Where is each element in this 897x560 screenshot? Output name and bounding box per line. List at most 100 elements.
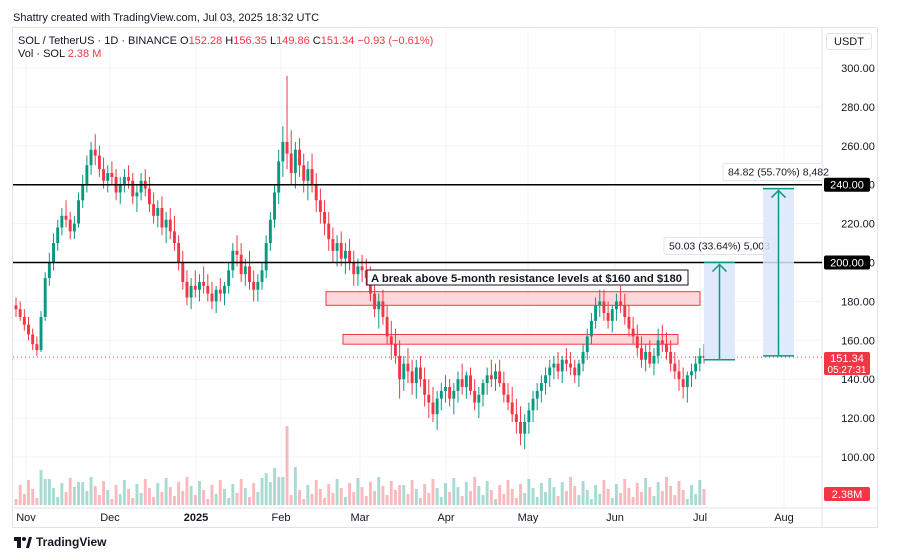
volume-bar <box>477 486 481 505</box>
candle-body <box>631 328 635 337</box>
volume-bar <box>577 495 581 505</box>
candle-body <box>147 188 151 205</box>
candle-body <box>427 394 431 403</box>
volume-bar <box>539 483 543 505</box>
candle-body <box>431 402 435 415</box>
volume-bar <box>56 497 60 505</box>
volume-bar <box>690 485 693 505</box>
candle-body <box>652 355 656 364</box>
candle-body <box>35 344 39 351</box>
candle-body <box>673 363 677 372</box>
volume-bar <box>281 477 285 505</box>
symbol-label[interactable]: SOL / TetherUS · 1D · BINANCE <box>18 35 177 47</box>
volume-bar <box>348 483 352 505</box>
candle-body <box>110 173 114 177</box>
volume-bar <box>193 495 197 505</box>
volume-bar <box>381 486 385 505</box>
volume-bar <box>27 480 30 505</box>
volume-bar <box>339 488 343 505</box>
currency-unit-button[interactable]: USDT <box>826 33 872 50</box>
volume-badge-text: 2.38M <box>832 489 863 501</box>
candle-body <box>323 211 327 224</box>
volume-bar <box>356 478 360 505</box>
volume-badge <box>824 487 870 501</box>
candle-body <box>573 367 577 376</box>
tradingview-logo[interactable]: TradingView <box>14 535 106 549</box>
candle-body <box>690 371 693 376</box>
candle-body <box>585 336 589 352</box>
candle-body <box>452 390 456 399</box>
volume-bar <box>527 479 531 505</box>
candle-body <box>273 192 276 220</box>
volume-bar <box>548 478 552 505</box>
volume-bar <box>327 484 331 505</box>
candle-body <box>348 250 352 263</box>
candle-body <box>444 386 447 391</box>
candle-body <box>698 355 702 364</box>
candle-body <box>47 262 51 279</box>
candle-body <box>97 155 101 170</box>
candle-body <box>260 270 264 282</box>
candle-body <box>402 363 406 380</box>
candle-body <box>185 281 189 298</box>
volume-bar <box>652 496 656 505</box>
candle-body <box>656 340 660 356</box>
candle-body <box>152 204 156 216</box>
level-badge-text: 200.00 <box>830 258 864 270</box>
price-badge-countdown: 05:27:31 <box>828 365 867 376</box>
volume-bar <box>102 481 106 505</box>
volume-bar <box>402 485 406 505</box>
volume-bar <box>481 495 485 505</box>
candle-body <box>435 398 439 415</box>
candle-body <box>339 243 343 259</box>
volume-bar <box>473 477 477 505</box>
volume-bar <box>544 492 548 505</box>
x-tick-label: Aug <box>774 512 794 524</box>
volume-bar <box>560 482 564 505</box>
volume-bar <box>573 486 577 505</box>
candle-body <box>527 410 531 422</box>
candle-body <box>289 153 293 174</box>
candle-body <box>306 169 310 181</box>
candle-body <box>227 270 231 286</box>
volume-bar <box>660 491 664 505</box>
candle-body <box>519 421 522 434</box>
ohlc-legend: SOL / TetherUS · 1D · BINANCE O152.28 H1… <box>18 35 433 47</box>
volume-bar <box>439 497 443 505</box>
volume-bar <box>239 479 243 505</box>
volume-bar <box>264 473 268 505</box>
candle-body <box>93 149 97 156</box>
candle-body <box>665 344 668 352</box>
candle-body <box>72 223 76 232</box>
candle-body <box>60 215 64 228</box>
volume-bar <box>506 480 510 505</box>
volume-bar <box>444 483 447 505</box>
candle-body <box>268 219 272 244</box>
candle-body <box>360 266 364 271</box>
volume-label[interactable]: Vol · SOL <box>18 48 65 60</box>
candle-body <box>81 184 85 201</box>
volume-bar <box>427 493 431 505</box>
volume-bar <box>147 488 151 505</box>
candle-body <box>460 379 464 387</box>
candle-body <box>302 165 306 181</box>
volume-bar <box>39 470 43 505</box>
x-tick-label: Dec <box>100 512 120 524</box>
candle-body <box>239 254 243 275</box>
volume-bar <box>127 489 131 505</box>
candle-body <box>131 180 135 197</box>
volume-bar <box>464 482 468 505</box>
candle-body <box>356 266 360 275</box>
volume-bar <box>677 481 681 505</box>
candle-body <box>156 208 160 216</box>
x-tick-label: May <box>518 512 539 524</box>
volume-bar <box>110 499 114 505</box>
candle-body <box>298 149 301 166</box>
volume-bar <box>114 485 118 505</box>
x-tick-label: 2025 <box>184 512 208 524</box>
volume-bar <box>673 495 677 505</box>
volume-bar <box>14 499 18 505</box>
x-tick-label: Mar <box>351 512 370 524</box>
volume-bar <box>498 485 502 505</box>
